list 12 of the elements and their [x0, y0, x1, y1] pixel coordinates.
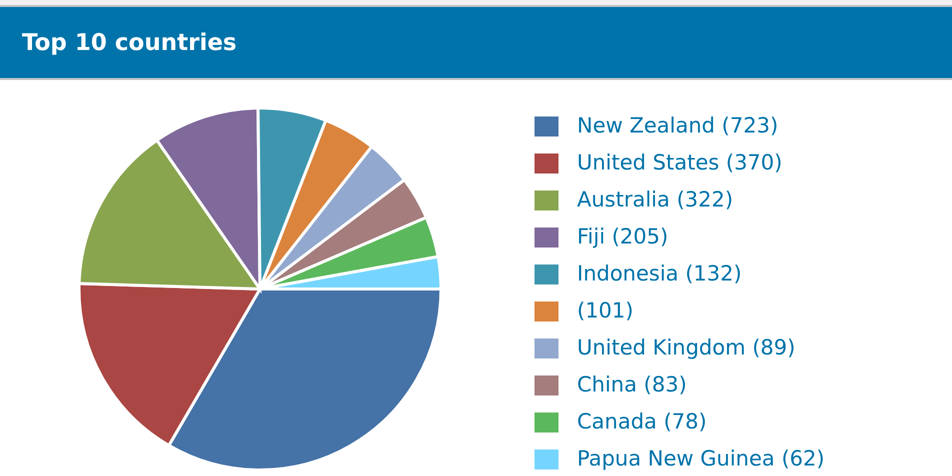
legend-label: Canada (78): [577, 410, 707, 434]
legend-label: New Zealand (723): [577, 114, 778, 138]
legend-label: Fiji (205): [577, 224, 668, 248]
legend-label: Indonesia (132): [577, 262, 742, 286]
legend-label: (101): [577, 298, 634, 322]
legend-label: Papua New Guinea (62): [577, 446, 825, 470]
legend-label: Australia (322): [577, 188, 734, 212]
header-bar: Top 10 countries: [0, 0, 952, 80]
legend-label: United Kingdom (89): [577, 336, 796, 360]
chart-title: Top 10 countries: [22, 30, 237, 56]
legend-label: United States (370): [577, 150, 782, 174]
legend-label: China (83): [577, 372, 687, 396]
